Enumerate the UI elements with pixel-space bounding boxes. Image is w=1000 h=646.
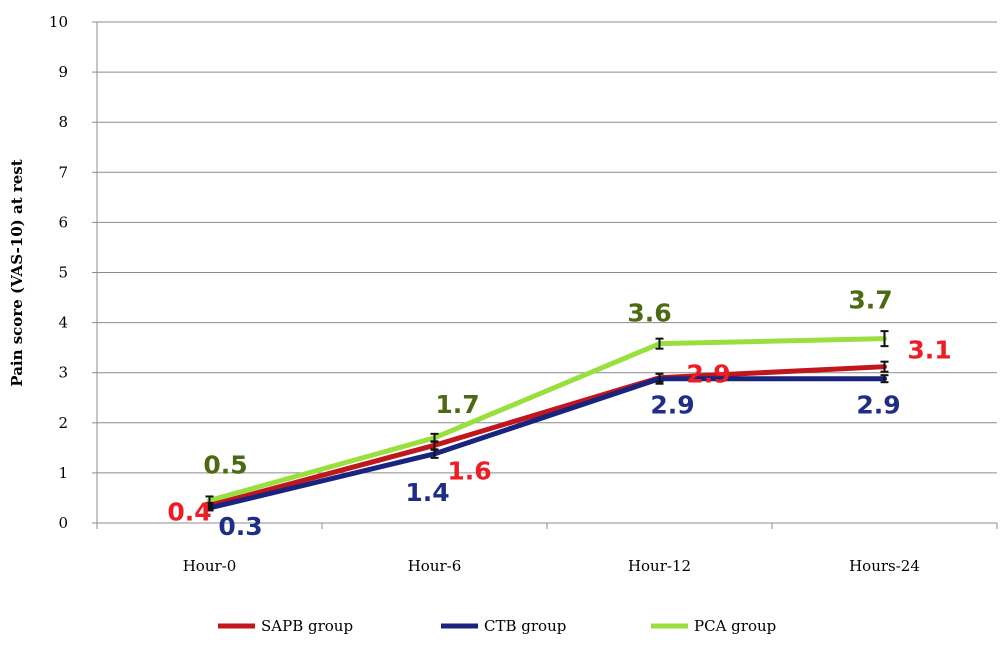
y-tick-label-9: 9	[58, 63, 68, 81]
data-label-pca-group-1: 1.7	[435, 390, 479, 419]
series-lines	[207, 336, 887, 511]
y-tick-label-3: 3	[58, 364, 68, 382]
data-label-ctb-group-2: 2.9	[650, 391, 694, 420]
legend-label-ctb-group: CTB group	[484, 617, 566, 635]
y-tick-label-0: 0	[58, 514, 68, 532]
data-labels: 0.41.62.93.10.31.42.9 2.90.51.73.6 3.7	[167, 286, 951, 541]
data-label-sapb-group-1: 1.6	[447, 456, 491, 485]
data-label-sapb-group-2: 2.9	[686, 360, 730, 389]
series-line-pca-group	[207, 336, 887, 503]
legend-label-sapb-group: SAPB group	[261, 617, 353, 635]
x-tick-label-hour-12: Hour-12	[628, 557, 691, 575]
y-tick-label-4: 4	[58, 314, 68, 332]
data-label-pca-group-0: 0.5	[203, 450, 247, 479]
data-label-sapb-group-3: 3.1	[907, 336, 951, 365]
y-tick-label-6: 6	[58, 213, 68, 231]
data-label-pca-group-3: 3.7	[848, 286, 892, 315]
series-line-ctb-group	[207, 376, 887, 511]
y-tick-label-8: 8	[58, 113, 68, 131]
data-label-sapb-group-0: 0.4	[167, 497, 211, 526]
x-axis-ticks: Hour-0 Hour-6 Hour-12 Hours-24	[183, 557, 920, 575]
y-tick-label-1: 1	[58, 464, 68, 482]
data-label-ctb-group-0: 0.3	[218, 512, 262, 541]
y-tick-label-10: 10	[49, 13, 68, 31]
y-tick-label-7: 7	[58, 163, 68, 181]
legend: SAPB group CTB group PCA group	[218, 617, 776, 635]
y-axis-label: Pain score (VAS-10) at rest	[8, 159, 26, 386]
data-label-pca-group-2: 3.6	[627, 299, 671, 328]
y-tick-label-5: 5	[58, 264, 68, 282]
error-bars	[205, 330, 889, 512]
grid-lines	[92, 21, 998, 529]
x-tick-label-hour-6: Hour-6	[408, 557, 462, 575]
data-label-ctb-group-3: 2.9	[856, 391, 900, 420]
y-axis-ticks: 0 1 2 3 4 5 6 7 8 9 10	[49, 13, 68, 532]
y-tick-label-2: 2	[58, 414, 68, 432]
legend-label-pca-group: PCA group	[694, 617, 776, 635]
x-tick-label-hours-24: Hours-24	[849, 557, 920, 575]
series-line-sapb-group	[207, 364, 887, 508]
data-label-ctb-group-1: 1.4	[405, 478, 449, 507]
x-tick-label-hour-0: Hour-0	[183, 557, 237, 575]
